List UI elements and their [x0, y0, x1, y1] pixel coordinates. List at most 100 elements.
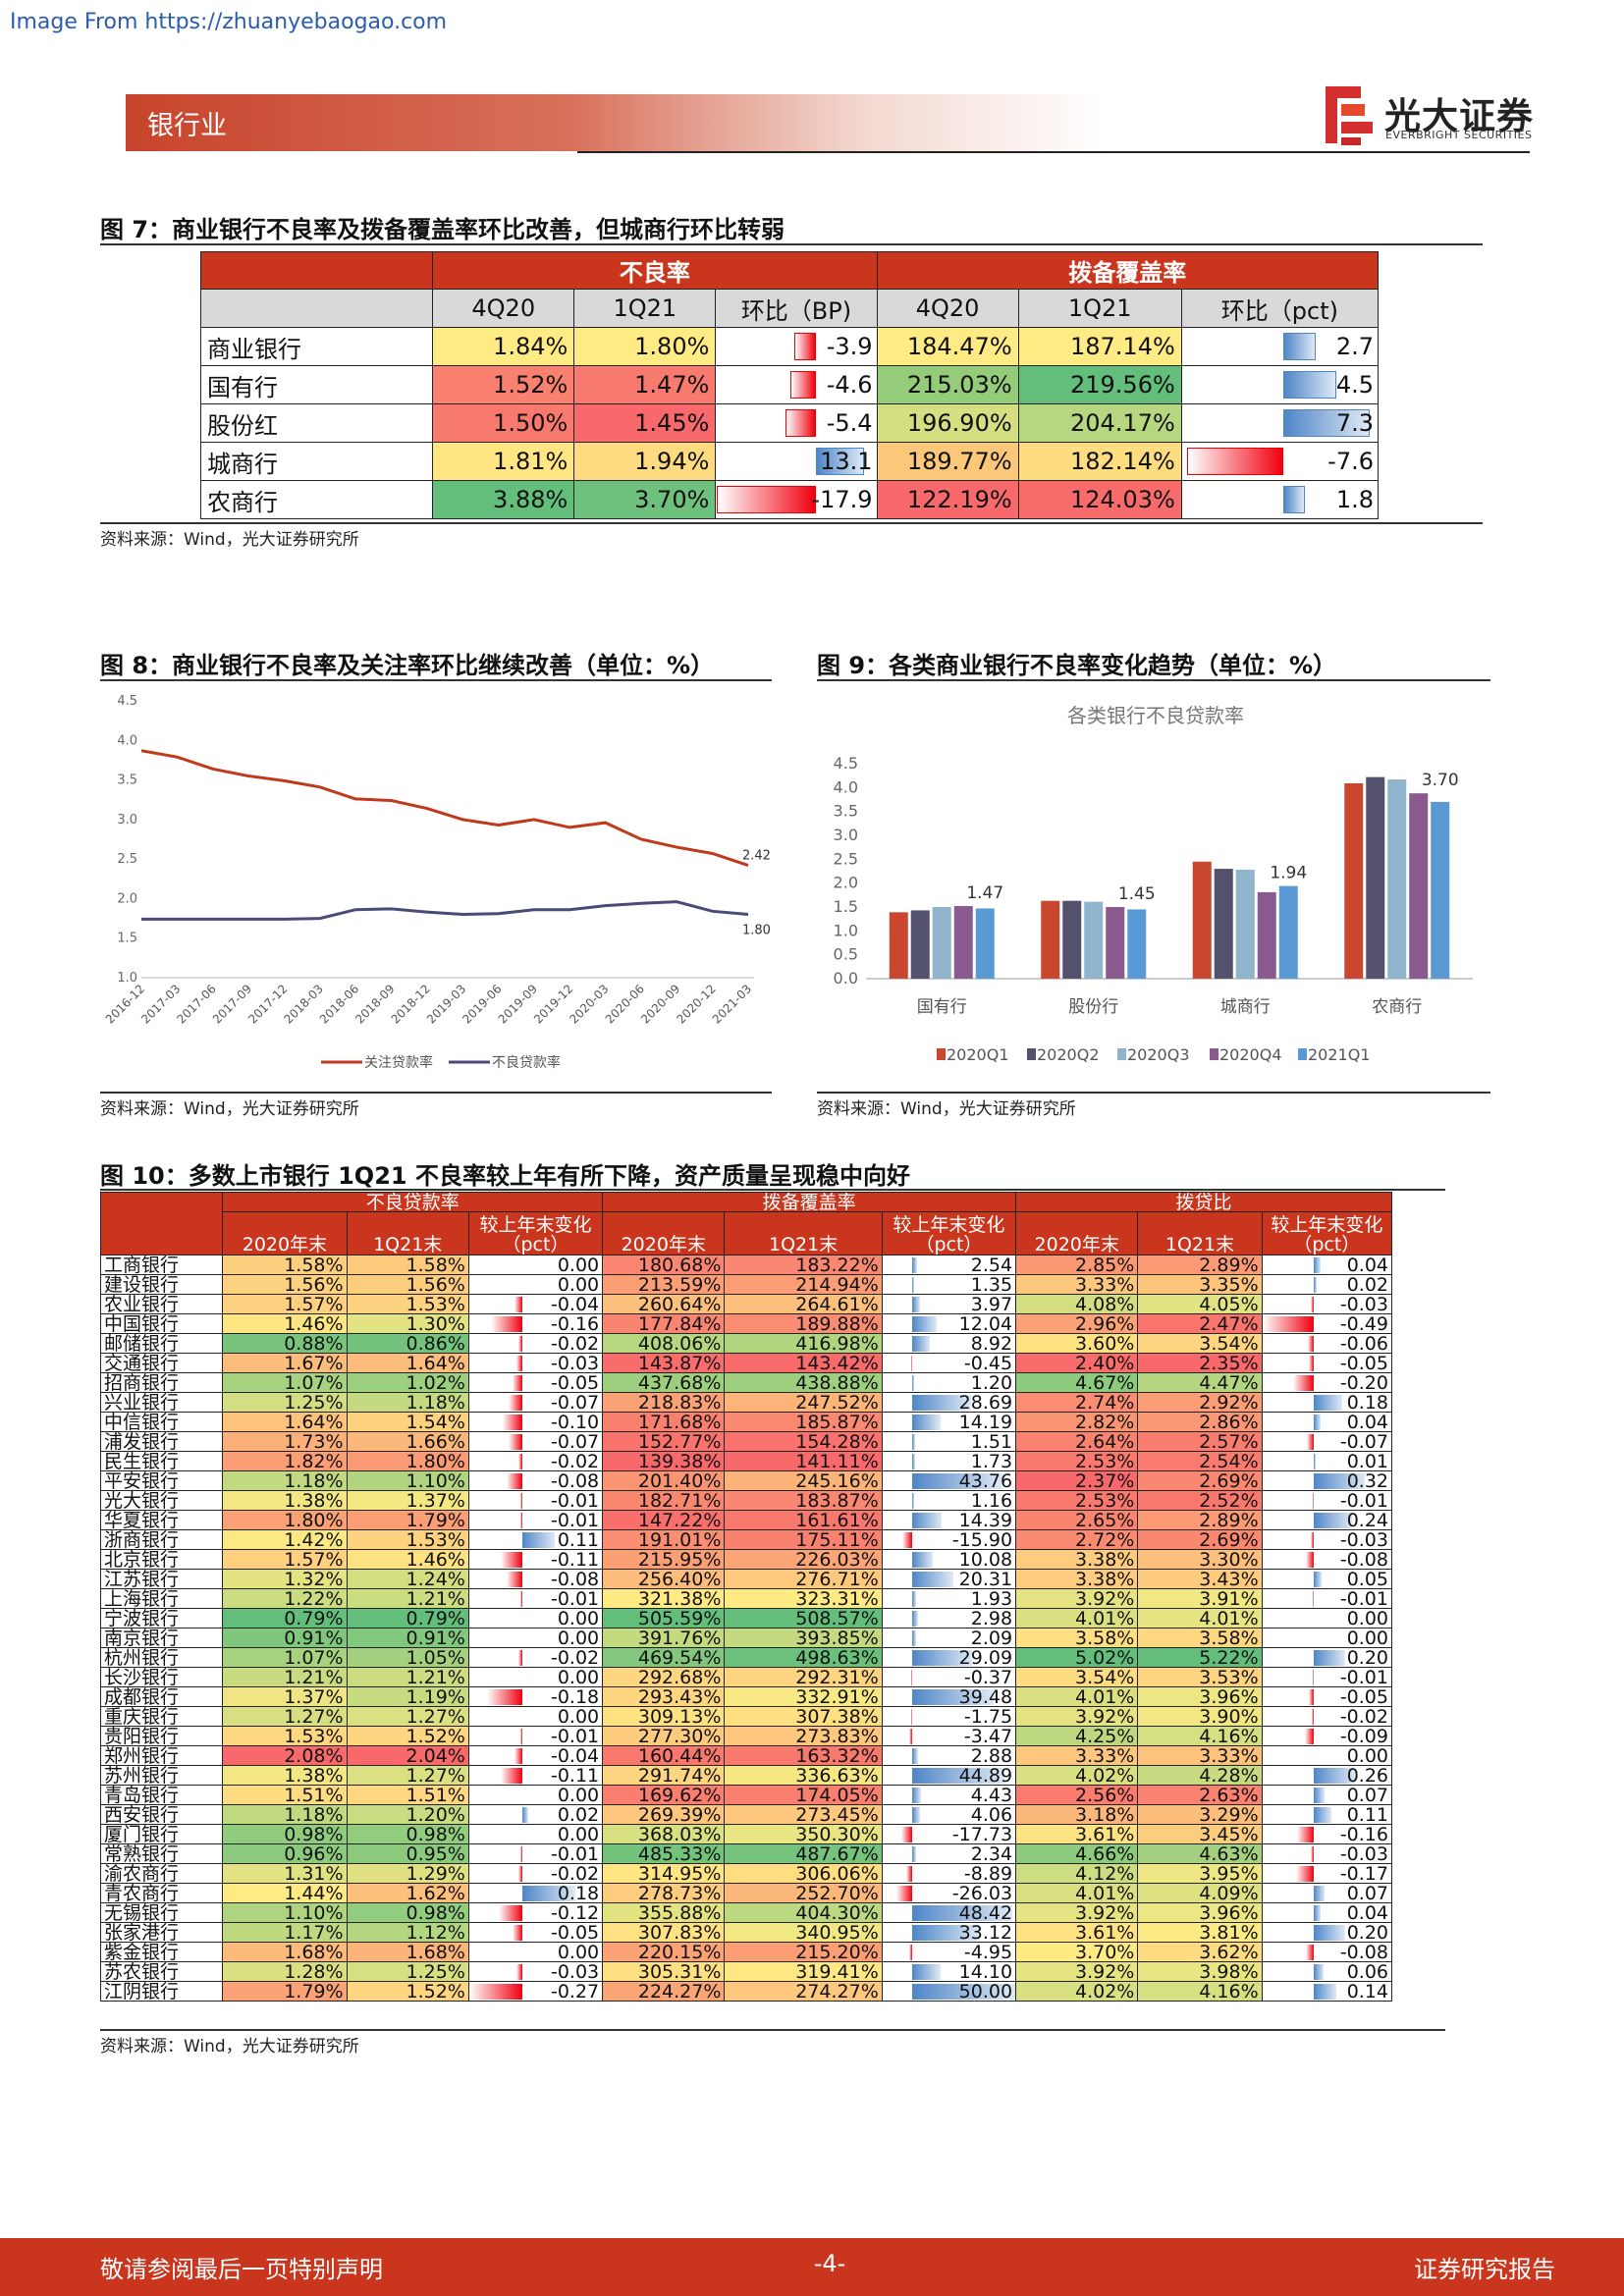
source-link[interactable]: Image From https://zhuanyebaogao.com	[10, 10, 448, 34]
fig9-bar	[1214, 869, 1233, 979]
fig10-value-cell: 1.27%	[222, 1706, 348, 1727]
fig10-chg-value: -0.08	[550, 1569, 600, 1589]
fig7-cov-1q: 219.56%	[1017, 365, 1182, 404]
fig10-value-cell: 273.45%	[724, 1804, 883, 1825]
fig10-bank-name: 宁波银行	[99, 1608, 224, 1629]
fig10-chg-bar	[1307, 1335, 1315, 1352]
fig7-cov-chg-value: 2.7	[1335, 333, 1374, 360]
fig10-chg-cell: -0.08	[1261, 1942, 1393, 1962]
fig10-value-cell: 1.58%	[222, 1255, 348, 1275]
fig10-chg-cell: 0.00	[467, 1274, 604, 1295]
fig7-cov-chg-value: 4.5	[1335, 371, 1374, 399]
fig10-value-cell: 3.62%	[1137, 1942, 1263, 1962]
fig10-chg-cell: 0.18	[1261, 1392, 1393, 1413]
fig10-chg-cell: 0.04	[1261, 1902, 1393, 1923]
fig10-bank-name: 光大银行	[99, 1490, 224, 1511]
fig10-value-cell: 3.33%	[1015, 1745, 1139, 1766]
fig10-value-cell: 201.40%	[602, 1470, 726, 1491]
fig10-chg-cell: -0.45	[881, 1353, 1017, 1373]
fig7-row-name: 国有行	[199, 365, 434, 404]
fig10-chg-cell: -0.07	[1261, 1431, 1393, 1452]
fig7-corner	[199, 251, 434, 290]
fig10-value-cell: 505.59%	[602, 1608, 726, 1629]
fig10-value-cell: 0.96%	[222, 1843, 348, 1864]
fig10-value-cell: 1.73%	[222, 1431, 348, 1452]
fig10-chg-bar	[514, 1747, 522, 1764]
fig10-bank-name: 江阴银行	[99, 1981, 224, 2002]
fig10-bank-name: 南京银行	[99, 1628, 224, 1648]
fig7-cov-1q: 182.14%	[1017, 442, 1182, 481]
fig10-value-cell: 3.90%	[1137, 1706, 1263, 1727]
fig10-value-cell: 1.21%	[346, 1667, 469, 1687]
fig10-chg-bar	[512, 1374, 522, 1391]
fig10-value-cell: 1.79%	[222, 1981, 348, 2002]
fig9-bar	[889, 912, 908, 979]
fig10-value-cell: 1.57%	[222, 1549, 348, 1570]
fig10-chg-value: 0.04	[1346, 1412, 1388, 1432]
fig10-chg-bar	[1314, 1276, 1318, 1293]
fig10-value-cell: 3.54%	[1137, 1333, 1263, 1354]
fig10-chg-value: 0.24	[1346, 1510, 1388, 1530]
fig10-value-cell: 1.38%	[222, 1490, 348, 1511]
fig10-chg-cell: -0.03	[467, 1353, 604, 1373]
fig7-npl-4q: 1.84%	[432, 327, 575, 366]
fig9-rule	[817, 679, 1490, 681]
fig10-chg-cell: -0.16	[467, 1313, 604, 1334]
fig10-chg-cell: 0.00	[467, 1667, 604, 1687]
fig10-value-cell: 269.39%	[602, 1804, 726, 1825]
fig10-chg-value: -0.05	[550, 1372, 600, 1393]
fig8-legend-label: 不良贷款率	[492, 1054, 561, 1071]
fig9-ytick: 4.0	[834, 777, 858, 796]
fig10-value-cell: 161.61%	[724, 1510, 883, 1530]
fig10-chg-bar	[911, 1688, 994, 1705]
fig10-chg-bar	[517, 1335, 522, 1352]
fig10-chg-value: -0.01	[550, 1726, 600, 1746]
fig10-chg-bar	[911, 1963, 942, 1980]
fig10-bank-name: 青岛银行	[99, 1785, 224, 1805]
fig10-bank-name: 张家港行	[99, 1922, 224, 1943]
fig10-chg-value: -1.75	[963, 1706, 1013, 1727]
fig10-chg-value: 0.00	[557, 1706, 600, 1727]
fig10-value-cell: 3.98%	[1137, 1961, 1263, 1982]
fig10-chg-cell: -4.95	[881, 1942, 1017, 1962]
fig7-cov-chg-bar	[1186, 448, 1284, 475]
fig10-value-cell: 3.61%	[1015, 1824, 1139, 1844]
fig10-chg-cell: -0.02	[1261, 1706, 1393, 1727]
fig7-row-name: 城商行	[199, 442, 434, 481]
fig10-chg-bar	[911, 1453, 916, 1469]
fig10-chg-bar	[1263, 1315, 1315, 1332]
fig10-value-cell: 224.27%	[602, 1981, 726, 2002]
fig8-ytick: 2.5	[117, 852, 137, 867]
fig10-chg-bar	[498, 1904, 522, 1921]
fig10-value-cell: 2.53%	[1015, 1451, 1139, 1471]
fig10-chg-value: 0.07	[1346, 1785, 1388, 1805]
fig10-chg-bar	[896, 1885, 912, 1901]
fig10-chg-cell: 43.76	[881, 1470, 1017, 1491]
fig10-chg-bar	[911, 1747, 918, 1764]
fig10-value-cell: 2.56%	[1015, 1785, 1139, 1805]
fig10-chg-value: -0.02	[550, 1333, 600, 1354]
fig10-chg-bar	[519, 1845, 522, 1862]
fig9-bar	[932, 907, 951, 979]
fig7-bottom-rule	[100, 522, 1483, 524]
fig8-ytick: 1.0	[117, 971, 137, 986]
fig7-npl-4q: 1.52%	[432, 365, 575, 404]
footer-disclaimer[interactable]: 敬请参阅最后一页特别声明	[100, 2256, 383, 2283]
fig10-value-cell: 1.02%	[346, 1372, 469, 1393]
fig10-value-cell: 3.96%	[1137, 1686, 1263, 1707]
fig10-value-cell: 5.22%	[1137, 1647, 1263, 1668]
fig10-chg-cell: 29.09	[881, 1647, 1017, 1668]
fig10-value-cell: 277.30%	[602, 1726, 726, 1746]
fig10-chg-bar	[1314, 1787, 1326, 1803]
fig10-chg-value: -0.01	[550, 1510, 600, 1530]
fig10-chg-value: -0.11	[550, 1549, 600, 1570]
fig10-corner	[99, 1192, 224, 1255]
fig10-value-cell: 2.69%	[1137, 1529, 1263, 1550]
fig10-chg-bar	[911, 1787, 921, 1803]
fig10-bank-name: 无锡银行	[99, 1902, 224, 1923]
fig10-chg-bar	[490, 1315, 522, 1332]
fig10-chg-value: -0.16	[550, 1313, 600, 1334]
fig10-value-cell: 3.53%	[1137, 1667, 1263, 1687]
fig7-table: 不良率 拨备覆盖率 4Q20 1Q21 环比（BP) 4Q20 1Q21 环比（pct) 商业银…	[199, 251, 1380, 519]
fig10-value-cell: 1.12%	[346, 1922, 469, 1943]
